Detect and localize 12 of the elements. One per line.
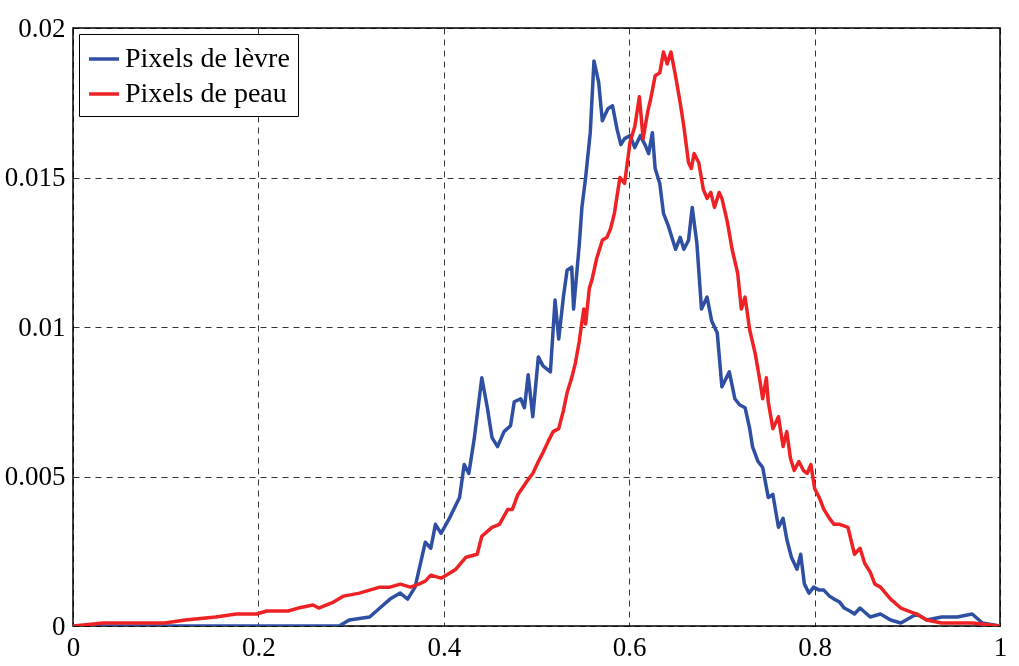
- legend-label: Pixels de peau: [125, 77, 287, 108]
- x-tick-label: 0.6: [612, 631, 647, 662]
- y-tick-label: 0.015: [4, 162, 66, 192]
- y-tick-label: 0.01: [18, 311, 66, 342]
- x-tick-label: 0.8: [798, 631, 832, 662]
- x-tick-label: 1: [993, 631, 1008, 662]
- legend-label: Pixels de lèvre: [125, 42, 290, 73]
- y-tick-label: 0.005: [4, 461, 66, 491]
- y-tick-label: 0: [52, 610, 66, 641]
- y-tick-label: 0.02: [18, 12, 66, 43]
- x-tick-label: 0.4: [427, 631, 462, 662]
- x-tick-label: 0.2: [242, 631, 276, 662]
